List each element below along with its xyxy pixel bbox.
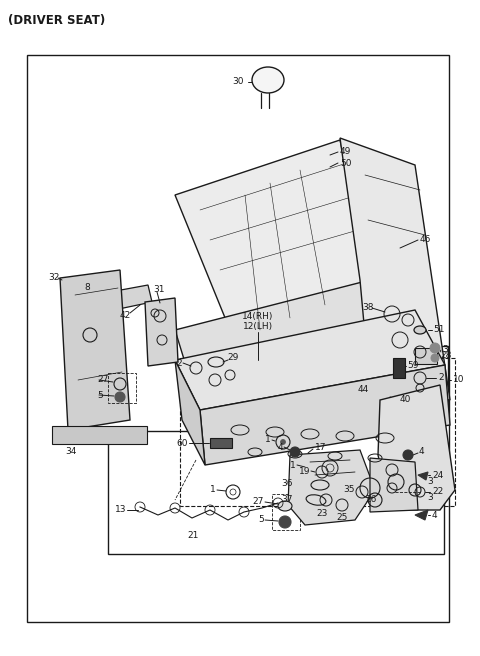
Text: 46: 46 — [420, 236, 432, 245]
Text: 10: 10 — [453, 375, 465, 384]
Bar — [210, 438, 232, 448]
Text: 4: 4 — [277, 443, 283, 451]
Text: 12(LH): 12(LH) — [243, 321, 273, 331]
Text: 1: 1 — [265, 436, 271, 445]
Text: 14(RH): 14(RH) — [242, 312, 274, 321]
Text: 49: 49 — [340, 148, 351, 157]
Polygon shape — [60, 270, 130, 430]
Text: 26: 26 — [365, 495, 376, 504]
Text: 1: 1 — [290, 461, 296, 470]
Polygon shape — [200, 365, 450, 465]
Text: 44: 44 — [358, 386, 369, 394]
Text: 2: 2 — [176, 358, 182, 367]
Text: 8: 8 — [84, 283, 90, 293]
Circle shape — [279, 516, 291, 528]
Bar — [108, 373, 136, 403]
Polygon shape — [145, 298, 178, 366]
Circle shape — [431, 354, 439, 362]
Text: (DRIVER SEAT): (DRIVER SEAT) — [8, 14, 105, 27]
Ellipse shape — [278, 501, 292, 511]
Text: 1: 1 — [210, 485, 216, 495]
Text: 37: 37 — [281, 495, 293, 504]
Bar — [108, 431, 444, 554]
Text: 35: 35 — [344, 485, 355, 495]
Text: 3: 3 — [427, 493, 433, 502]
Bar — [180, 358, 455, 506]
Bar — [415, 348, 437, 364]
Text: 24: 24 — [432, 470, 443, 480]
Text: 30: 30 — [232, 77, 243, 87]
Bar — [272, 494, 300, 530]
Text: 3: 3 — [427, 478, 433, 487]
Text: 50: 50 — [340, 159, 351, 167]
Text: 27: 27 — [252, 497, 264, 506]
Circle shape — [115, 392, 125, 402]
Text: 31: 31 — [153, 285, 165, 295]
Text: 51: 51 — [433, 325, 444, 335]
Text: 38: 38 — [362, 302, 373, 312]
Polygon shape — [370, 458, 418, 512]
Bar — [386, 346, 448, 421]
Bar — [393, 358, 405, 378]
Circle shape — [430, 343, 440, 353]
Text: 27: 27 — [97, 375, 108, 384]
Polygon shape — [195, 360, 400, 435]
Text: 32: 32 — [48, 274, 60, 283]
Polygon shape — [175, 310, 445, 410]
Text: 21: 21 — [187, 531, 199, 539]
Polygon shape — [175, 280, 395, 395]
Text: 36: 36 — [281, 478, 293, 487]
Text: 19: 19 — [299, 466, 310, 476]
Text: 4: 4 — [419, 447, 425, 457]
Polygon shape — [110, 285, 152, 310]
Text: 59: 59 — [407, 361, 419, 371]
Polygon shape — [418, 472, 428, 480]
Polygon shape — [175, 360, 205, 465]
Text: 23: 23 — [316, 510, 328, 518]
Text: 60: 60 — [177, 438, 188, 447]
Text: 25: 25 — [336, 514, 348, 522]
Text: 22: 22 — [432, 487, 443, 497]
Polygon shape — [415, 510, 428, 520]
Text: 5: 5 — [258, 516, 264, 525]
Circle shape — [290, 447, 300, 457]
Polygon shape — [340, 138, 450, 400]
Text: 28: 28 — [440, 352, 451, 361]
Text: 13: 13 — [115, 506, 126, 514]
Circle shape — [403, 450, 413, 460]
Polygon shape — [378, 385, 455, 510]
Bar — [52, 426, 147, 444]
Circle shape — [280, 440, 286, 445]
Ellipse shape — [252, 67, 284, 93]
Bar — [27, 55, 449, 622]
Text: 3: 3 — [442, 346, 448, 354]
Text: 42: 42 — [120, 310, 131, 319]
Text: 5: 5 — [97, 390, 103, 400]
Text: 4: 4 — [432, 510, 438, 520]
Polygon shape — [175, 140, 370, 330]
Text: 2: 2 — [438, 373, 444, 382]
Ellipse shape — [414, 326, 426, 334]
Text: 29: 29 — [227, 354, 239, 363]
Text: 34: 34 — [65, 447, 76, 457]
Polygon shape — [288, 450, 375, 525]
Text: 17: 17 — [315, 443, 326, 451]
Text: 40: 40 — [400, 396, 411, 405]
